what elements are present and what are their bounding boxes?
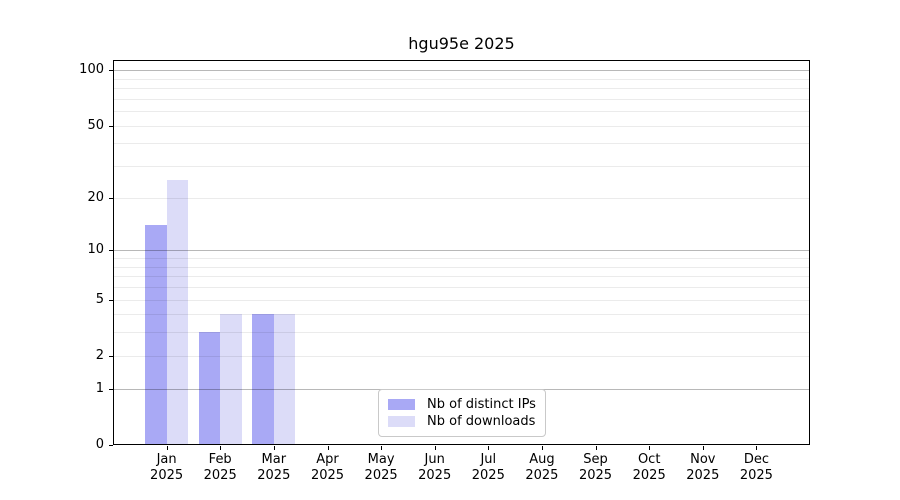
x-tick-label: May 2025 bbox=[364, 452, 398, 483]
legend-label-downloads: Nb of downloads bbox=[427, 414, 536, 429]
y-tick-mark bbox=[109, 445, 113, 446]
y-tick-label: 5 bbox=[95, 291, 104, 307]
legend-swatch-downloads bbox=[388, 416, 415, 427]
x-tick-label: Jan 2025 bbox=[150, 452, 184, 483]
x-tick-label: Mar 2025 bbox=[257, 452, 291, 483]
x-tick-label: Nov 2025 bbox=[686, 452, 720, 483]
x-tick-label: Jun 2025 bbox=[418, 452, 452, 483]
legend-item-distinct-ips: Nb of distinct IPs bbox=[388, 396, 536, 413]
y-tick-label: 2 bbox=[95, 347, 104, 363]
y-tick-label: 1 bbox=[95, 380, 104, 396]
x-tick-mark bbox=[273, 446, 275, 450]
x-tick-mark bbox=[166, 446, 168, 450]
y-tick-label: 0 bbox=[95, 437, 104, 452]
x-tick-label: Feb 2025 bbox=[203, 452, 237, 483]
x-tick-label: Aug 2025 bbox=[525, 452, 559, 483]
y-tick-label: 20 bbox=[87, 189, 104, 205]
x-tick-mark bbox=[381, 446, 383, 450]
x-tick-label: Sep 2025 bbox=[578, 452, 613, 483]
plot-area bbox=[113, 60, 810, 445]
x-tick-label: Dec 2025 bbox=[739, 452, 773, 483]
x-tick-mark bbox=[595, 446, 597, 450]
legend: Nb of distinct IPs Nb of downloads bbox=[378, 389, 546, 437]
x-tick-mark bbox=[488, 446, 490, 450]
x-tick-mark bbox=[541, 446, 543, 450]
x-tick-mark bbox=[702, 446, 704, 450]
x-tick-label: Jul 2025 bbox=[471, 452, 505, 483]
chart-title: hgu95e 2025 bbox=[408, 34, 515, 53]
x-tick-label: Oct 2025 bbox=[632, 452, 666, 483]
x-tick-mark bbox=[220, 446, 222, 450]
x-tick-mark bbox=[327, 446, 329, 450]
x-tick-label: Apr 2025 bbox=[310, 452, 345, 483]
x-tick-mark bbox=[649, 446, 651, 450]
x-tick-mark bbox=[756, 446, 758, 450]
legend-item-downloads: Nb of downloads bbox=[388, 413, 536, 430]
y-tick-label: 100 bbox=[79, 62, 104, 78]
x-tick-mark bbox=[434, 446, 436, 450]
y-tick-label: 50 bbox=[87, 117, 104, 133]
y-tick-label: 10 bbox=[87, 242, 104, 258]
legend-label-distinct-ips: Nb of distinct IPs bbox=[427, 397, 536, 412]
legend-swatch-distinct-ips bbox=[388, 399, 415, 410]
